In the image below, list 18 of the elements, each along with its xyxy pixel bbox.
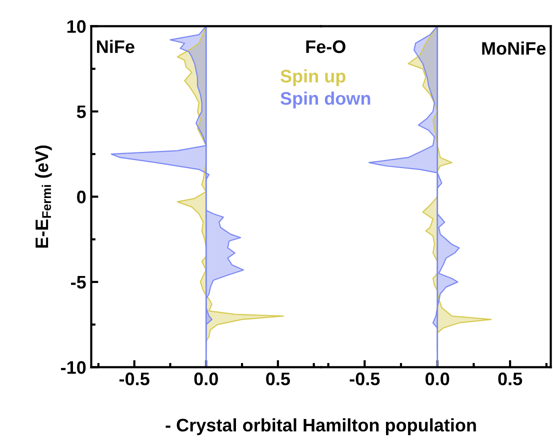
text: Fe-O xyxy=(306,40,346,54)
x-tick-label: 0.0 xyxy=(426,372,450,386)
x-tick-label: 0.0 xyxy=(194,372,218,386)
text: Spin down xyxy=(280,92,370,108)
y-tick-label: -5 xyxy=(71,276,86,289)
x-axis-title: - Crystal orbital Hamilton population xyxy=(166,418,476,436)
x-tick-label: 0.5 xyxy=(498,372,522,386)
y-tick-label: 10 xyxy=(67,20,86,33)
x-tick-label: 0.5 xyxy=(266,372,290,386)
y-tick-label: 5 xyxy=(76,106,86,118)
annotation: NiFe xyxy=(97,40,134,54)
text: Spin up xyxy=(280,69,346,86)
annotation: MoNiFe xyxy=(482,42,546,55)
x-tick-label: -0.5 xyxy=(350,372,380,386)
y-axis-title: E-E$_{Fermi}$ (eV) xyxy=(34,145,52,248)
x-tick-label: -0.5 xyxy=(119,372,150,386)
y-tick-label: -10 xyxy=(60,361,86,374)
y-tick-label: 0 xyxy=(77,190,86,204)
